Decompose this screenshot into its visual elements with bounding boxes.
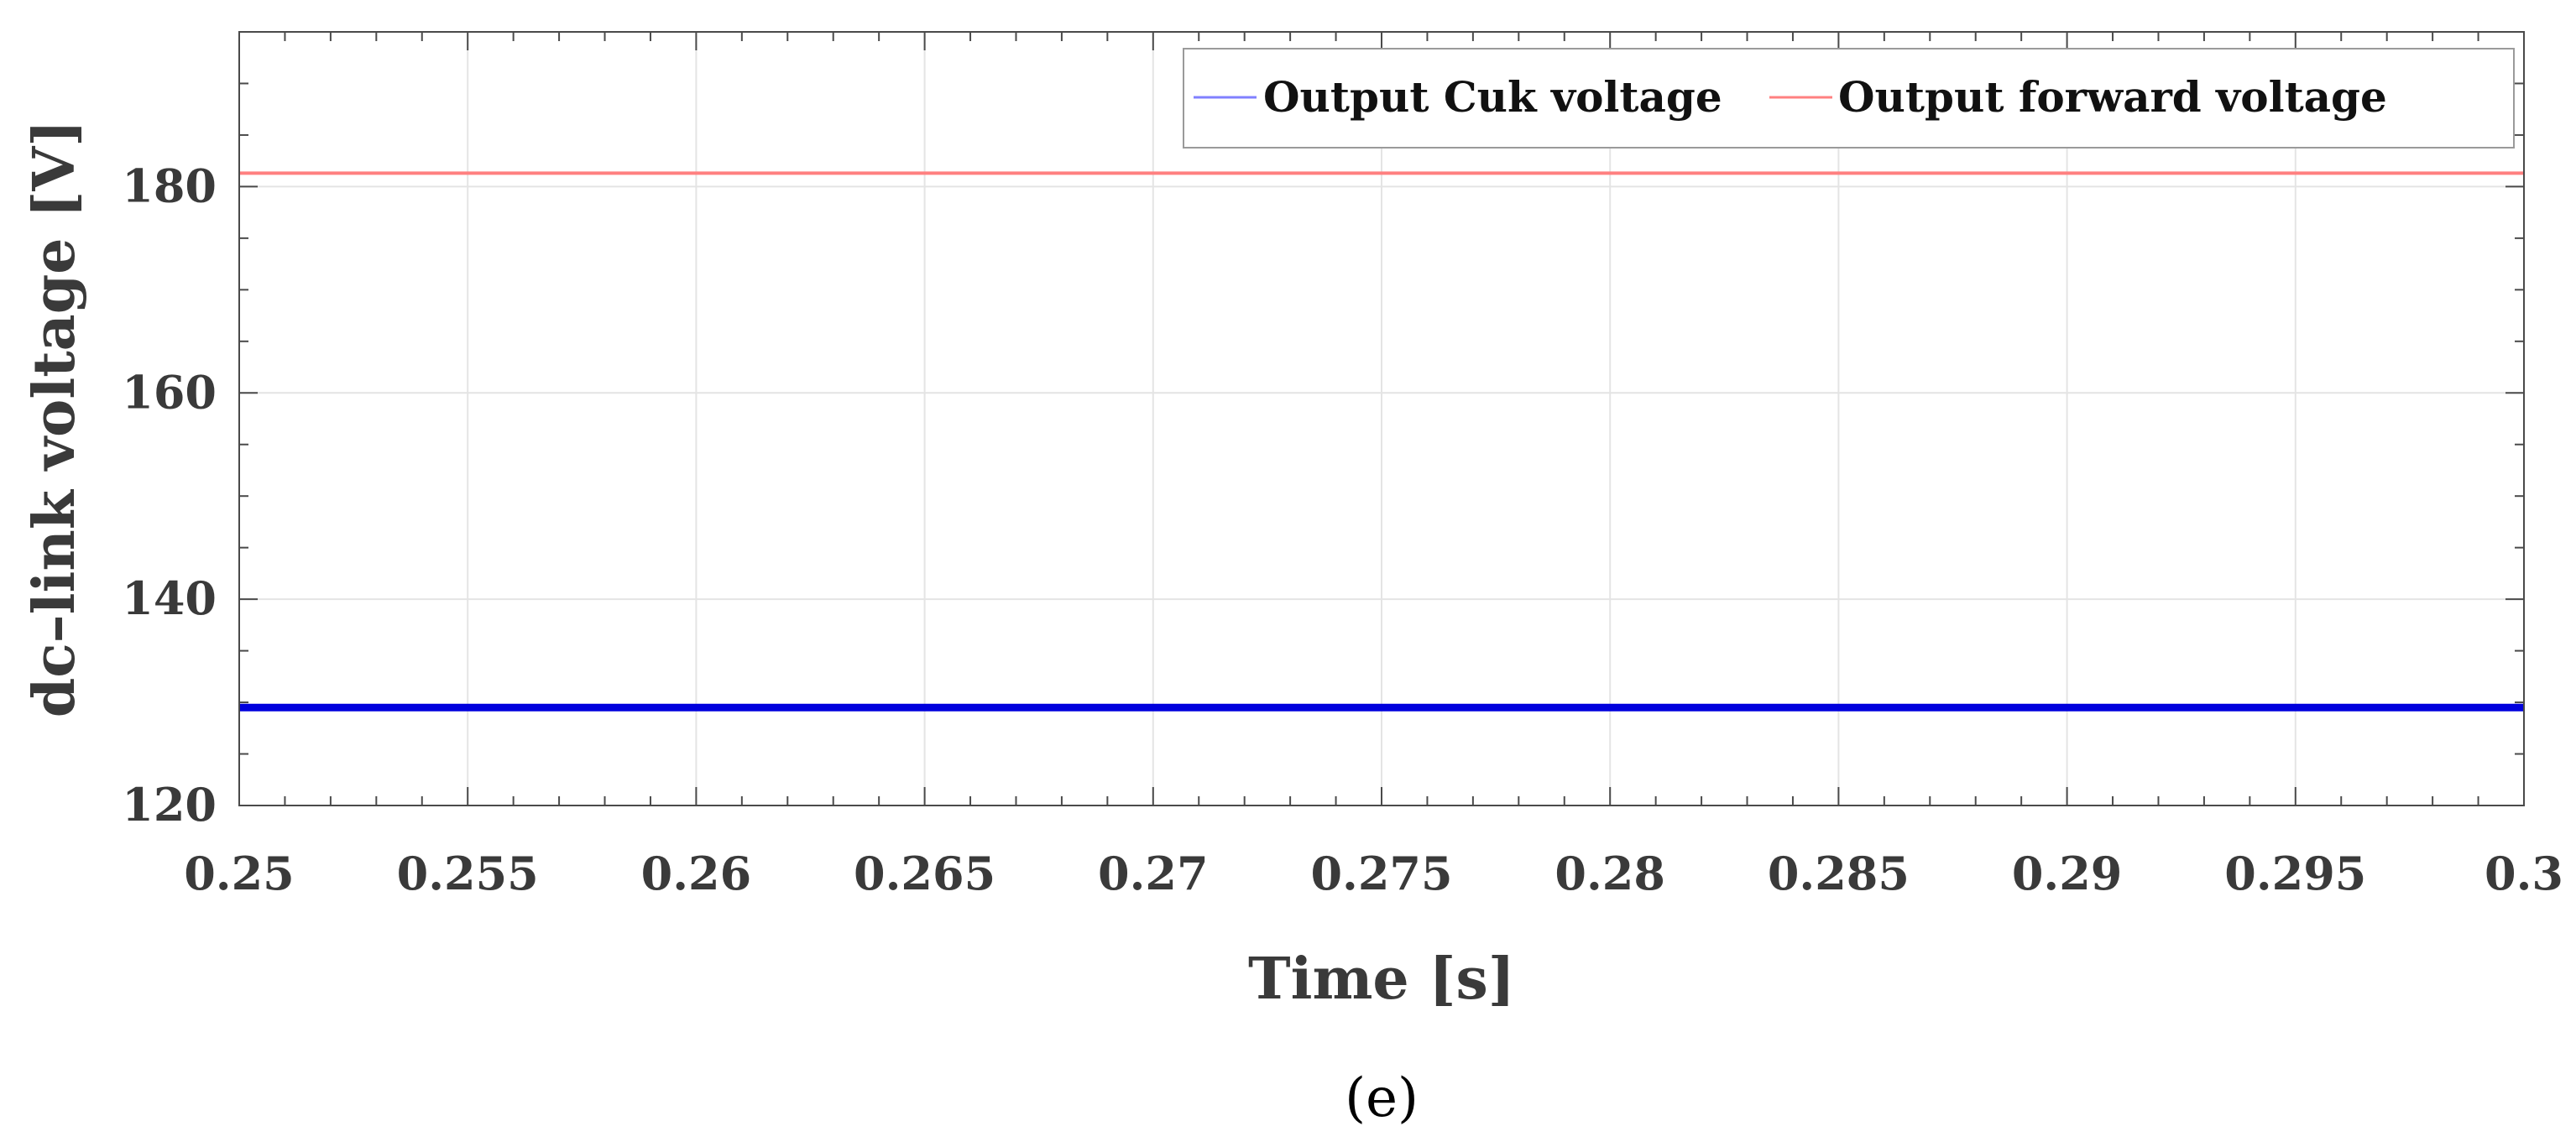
panel-label: (e) xyxy=(1345,1067,1419,1129)
x-axis-title: Time [s] xyxy=(1248,946,1515,1013)
y-tick-label: 180 xyxy=(122,159,217,212)
x-tick-label: 0.285 xyxy=(1768,847,1910,900)
tick-layer: 0.25 0.255 0.26 0.265 0.27 0.275 0.28 0.285 0.29… xyxy=(122,31,2563,900)
x-tick-label: 0.265 xyxy=(854,847,995,900)
y-tick-label: 120 xyxy=(122,778,217,832)
x-tick-label: 0.295 xyxy=(2224,847,2366,900)
x-tick-label: 0.3 xyxy=(2485,847,2563,900)
x-tick-label: 0.29 xyxy=(2012,847,2123,900)
series-layer xyxy=(239,171,2524,712)
y-axis-title: dc–link voltage [V] xyxy=(21,120,88,718)
y-tick-label: 160 xyxy=(122,365,217,419)
x-tick-label: 0.26 xyxy=(641,847,752,900)
x-tick-label: 0.275 xyxy=(1310,847,1452,900)
x-tick-label: 0.25 xyxy=(184,847,295,900)
legend: Output Cuk voltage Output forward voltage xyxy=(1183,48,2515,149)
x-tick-label: 0.255 xyxy=(397,847,539,900)
legend-box xyxy=(1183,48,2515,149)
x-tick-label: 0.27 xyxy=(1098,847,1209,900)
legend-label: Output forward voltage xyxy=(1838,72,2387,122)
x-tick-label: 0.28 xyxy=(1554,847,1665,900)
legend-label: Output Cuk voltage xyxy=(1263,72,1722,122)
y-tick-label: 140 xyxy=(122,571,217,625)
